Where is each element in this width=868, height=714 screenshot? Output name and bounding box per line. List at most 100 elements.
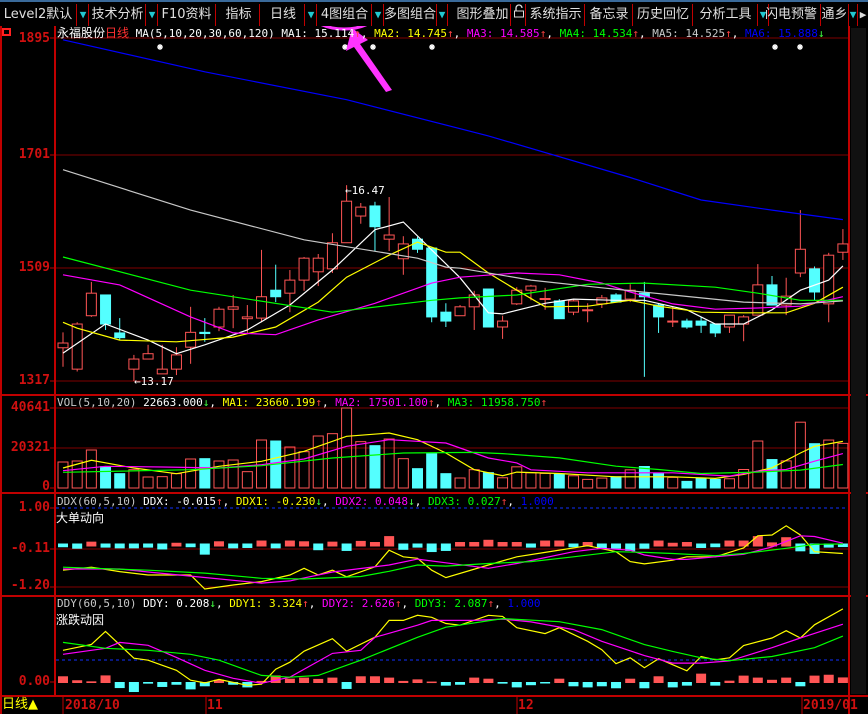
ddx-bar — [157, 543, 168, 550]
menu-item-11[interactable]: 分析工具 — [694, 4, 758, 26]
candle-body — [170, 354, 182, 370]
arrow-up-icon: ↑ — [539, 27, 547, 40]
volume-bar — [653, 472, 665, 489]
menu-item-12[interactable]: 闪电预警 — [762, 4, 821, 26]
ddx-value: DDX1: -0.230 — [235, 495, 316, 508]
ddy-bar — [724, 680, 735, 683]
ddx-bar — [625, 543, 636, 551]
ddy-bar — [369, 676, 380, 683]
ddx-line-DDX3 — [62, 543, 843, 580]
ddx-bar — [256, 540, 267, 547]
ddy-bar — [412, 679, 423, 683]
ddy-bar — [809, 675, 820, 683]
menu-item-4[interactable]: 日线 — [262, 4, 305, 26]
volume-bar — [213, 460, 225, 489]
volume-bar — [482, 472, 494, 489]
volume-bar — [85, 449, 97, 489]
dropdown-arrow-icon[interactable]: ▼ — [373, 4, 384, 26]
price-axis-label: 1701 — [18, 147, 50, 162]
candle-body — [695, 320, 707, 326]
ddx-bar — [213, 541, 224, 547]
ddx-bar — [128, 543, 139, 549]
ma-line-MA5 — [62, 169, 843, 305]
candle-body — [497, 320, 509, 328]
candle-body — [681, 320, 693, 328]
dropdown-arrow-icon[interactable]: ▼ — [78, 4, 89, 26]
menu-item-13[interactable]: 通乡 — [821, 4, 849, 26]
volume-bar — [723, 478, 735, 489]
menu-item-0[interactable]: Level2默认 — [0, 4, 77, 26]
ddy-bar — [58, 676, 68, 683]
dropdown-arrow-icon[interactable]: ▼ — [437, 4, 448, 26]
price-axis-label: 1895 — [18, 31, 50, 46]
menu-item-7[interactable]: 图形叠加 — [455, 4, 511, 26]
ddy-bar — [213, 679, 224, 683]
candle-body — [738, 316, 750, 325]
candle-body — [270, 289, 282, 298]
ddy-bar — [511, 682, 522, 688]
menu-item-6[interactable]: 多图组合 — [384, 4, 437, 26]
ddx-bar — [86, 541, 97, 547]
ddy-bar — [667, 682, 678, 688]
menu-item-10[interactable]: 历史回忆 — [634, 4, 693, 26]
ddy-bar — [781, 677, 792, 683]
ddy-bar — [696, 673, 707, 683]
dropdown-arrow-icon[interactable]: ▼ — [147, 4, 158, 26]
main-value: MA5: 14.525 — [652, 27, 726, 40]
dropdown-arrow-icon[interactable]: ▼ — [306, 4, 317, 26]
ddx-bar — [284, 540, 295, 547]
menu-item-9[interactable]: 备忘录 — [586, 4, 633, 26]
ma-indicator: MA(5,10,20,30,60,120) — [135, 27, 275, 40]
ddx-bar — [540, 540, 551, 547]
candle-body — [553, 300, 565, 320]
ddx-bar — [369, 542, 380, 547]
ddy-subtitle: 涨跌动因 — [56, 613, 105, 627]
menu-item-2[interactable]: F10资料 — [158, 4, 216, 26]
menu-item-8[interactable]: 系统指示 — [527, 4, 585, 26]
lock-icon[interactable] — [512, 4, 526, 26]
period-label: 日线 — [105, 26, 130, 40]
ddx-bar — [738, 540, 749, 547]
ddx-axis-label: -1.20 — [10, 578, 50, 593]
volume-bar — [142, 476, 154, 489]
ddx-bar — [554, 540, 565, 547]
volume-bar — [355, 441, 367, 489]
menu-item-1[interactable]: 技术分析 — [90, 4, 146, 26]
event-star-icon — [772, 44, 778, 50]
main-value: MA4: 14.534 — [559, 27, 633, 40]
scroll-right-icon[interactable]: ▶ — [859, 8, 867, 21]
ddx-bar — [412, 543, 423, 548]
date-label: 12 — [518, 698, 534, 713]
period-toggle[interactable]: 日线▲ — [2, 697, 38, 712]
ddy-bar — [625, 678, 636, 683]
lock-glyph — [513, 4, 524, 18]
ddx-bar — [568, 543, 579, 548]
ddy-bar — [738, 675, 749, 683]
arrow-up-icon: ↑ — [427, 396, 435, 409]
ddx-bar — [483, 539, 494, 547]
ddy-bar — [455, 682, 466, 685]
ddx-value: DDX: -0.015 — [143, 495, 216, 508]
arrow-up-icon: ↑ — [446, 27, 454, 40]
ddy-bar — [823, 674, 834, 683]
arrow-down-icon: ↓ — [408, 495, 415, 508]
menu-item-3[interactable]: 指标 — [218, 4, 260, 26]
price-axis-label: 1509 — [18, 260, 50, 275]
ma-line-MA6 — [62, 39, 843, 221]
dropdown-arrow-icon[interactable]: ▼ — [849, 4, 858, 26]
candle-body — [596, 297, 608, 305]
menu-item-5[interactable]: 4图组合 — [318, 4, 372, 26]
volume-bar — [695, 477, 707, 489]
dropdown-arrow-icon[interactable]: ▼ — [758, 4, 769, 26]
ddx-bar — [426, 543, 437, 553]
candle-body — [199, 331, 211, 335]
volume-bar — [766, 459, 778, 489]
arrow-up-icon: ↑ — [487, 597, 495, 610]
ddx-bar — [809, 543, 820, 554]
arrow-up-icon: ↑ — [500, 495, 508, 508]
ddy-value: DDY: 0.208 — [143, 597, 210, 610]
candle-body — [610, 294, 622, 303]
ddx-bar — [795, 543, 806, 552]
volume-bar — [738, 468, 750, 489]
